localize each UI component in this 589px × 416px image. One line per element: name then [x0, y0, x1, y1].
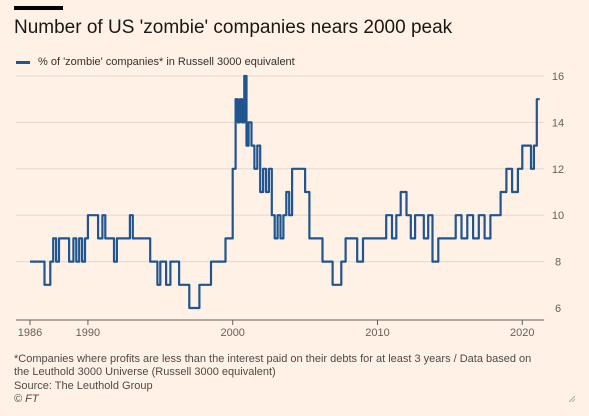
y-tick-label-10: 10	[552, 210, 564, 222]
resize-corner-icon	[569, 396, 575, 402]
chart-title: Number of US 'zombie' companies nears 20…	[14, 17, 453, 38]
x-tick-label-2020: 2020	[510, 327, 534, 339]
y-tick-label-14: 14	[552, 117, 564, 129]
x-tick-label-1990: 1990	[76, 327, 100, 339]
legend-swatch	[16, 60, 30, 64]
legend: % of 'zombie' companies* in Russell 3000…	[16, 56, 295, 68]
series-line-0	[30, 74, 540, 310]
footnote-line-2: the Leuthold 3000 Universe (Russell 3000…	[14, 366, 276, 378]
legend-label: % of 'zombie' companies* in Russell 3000…	[38, 56, 295, 68]
y-tick-label-12: 12	[552, 164, 564, 176]
x-tick-label-2000: 2000	[220, 327, 244, 339]
ft-top-bar	[14, 6, 63, 10]
series-layer	[30, 74, 540, 310]
y-tick-label-6: 6	[555, 303, 561, 315]
x-tick-label-1986: 1986	[18, 327, 42, 339]
x-tick-label-2010: 2010	[365, 327, 389, 339]
footnote: *Companies where profits are less than t…	[14, 353, 574, 379]
axis-layer: 6 8 10 12 14 16 1986 1990 2000 2010 2020	[16, 71, 564, 339]
y-tick-label-8: 8	[555, 257, 561, 269]
footnote-line-1: *Companies where profits are less than t…	[14, 353, 532, 365]
y-tick-label-16: 16	[552, 71, 564, 83]
source-note: Source: The Leuthold Group	[14, 380, 153, 392]
copyright-note: © FT	[14, 393, 39, 405]
